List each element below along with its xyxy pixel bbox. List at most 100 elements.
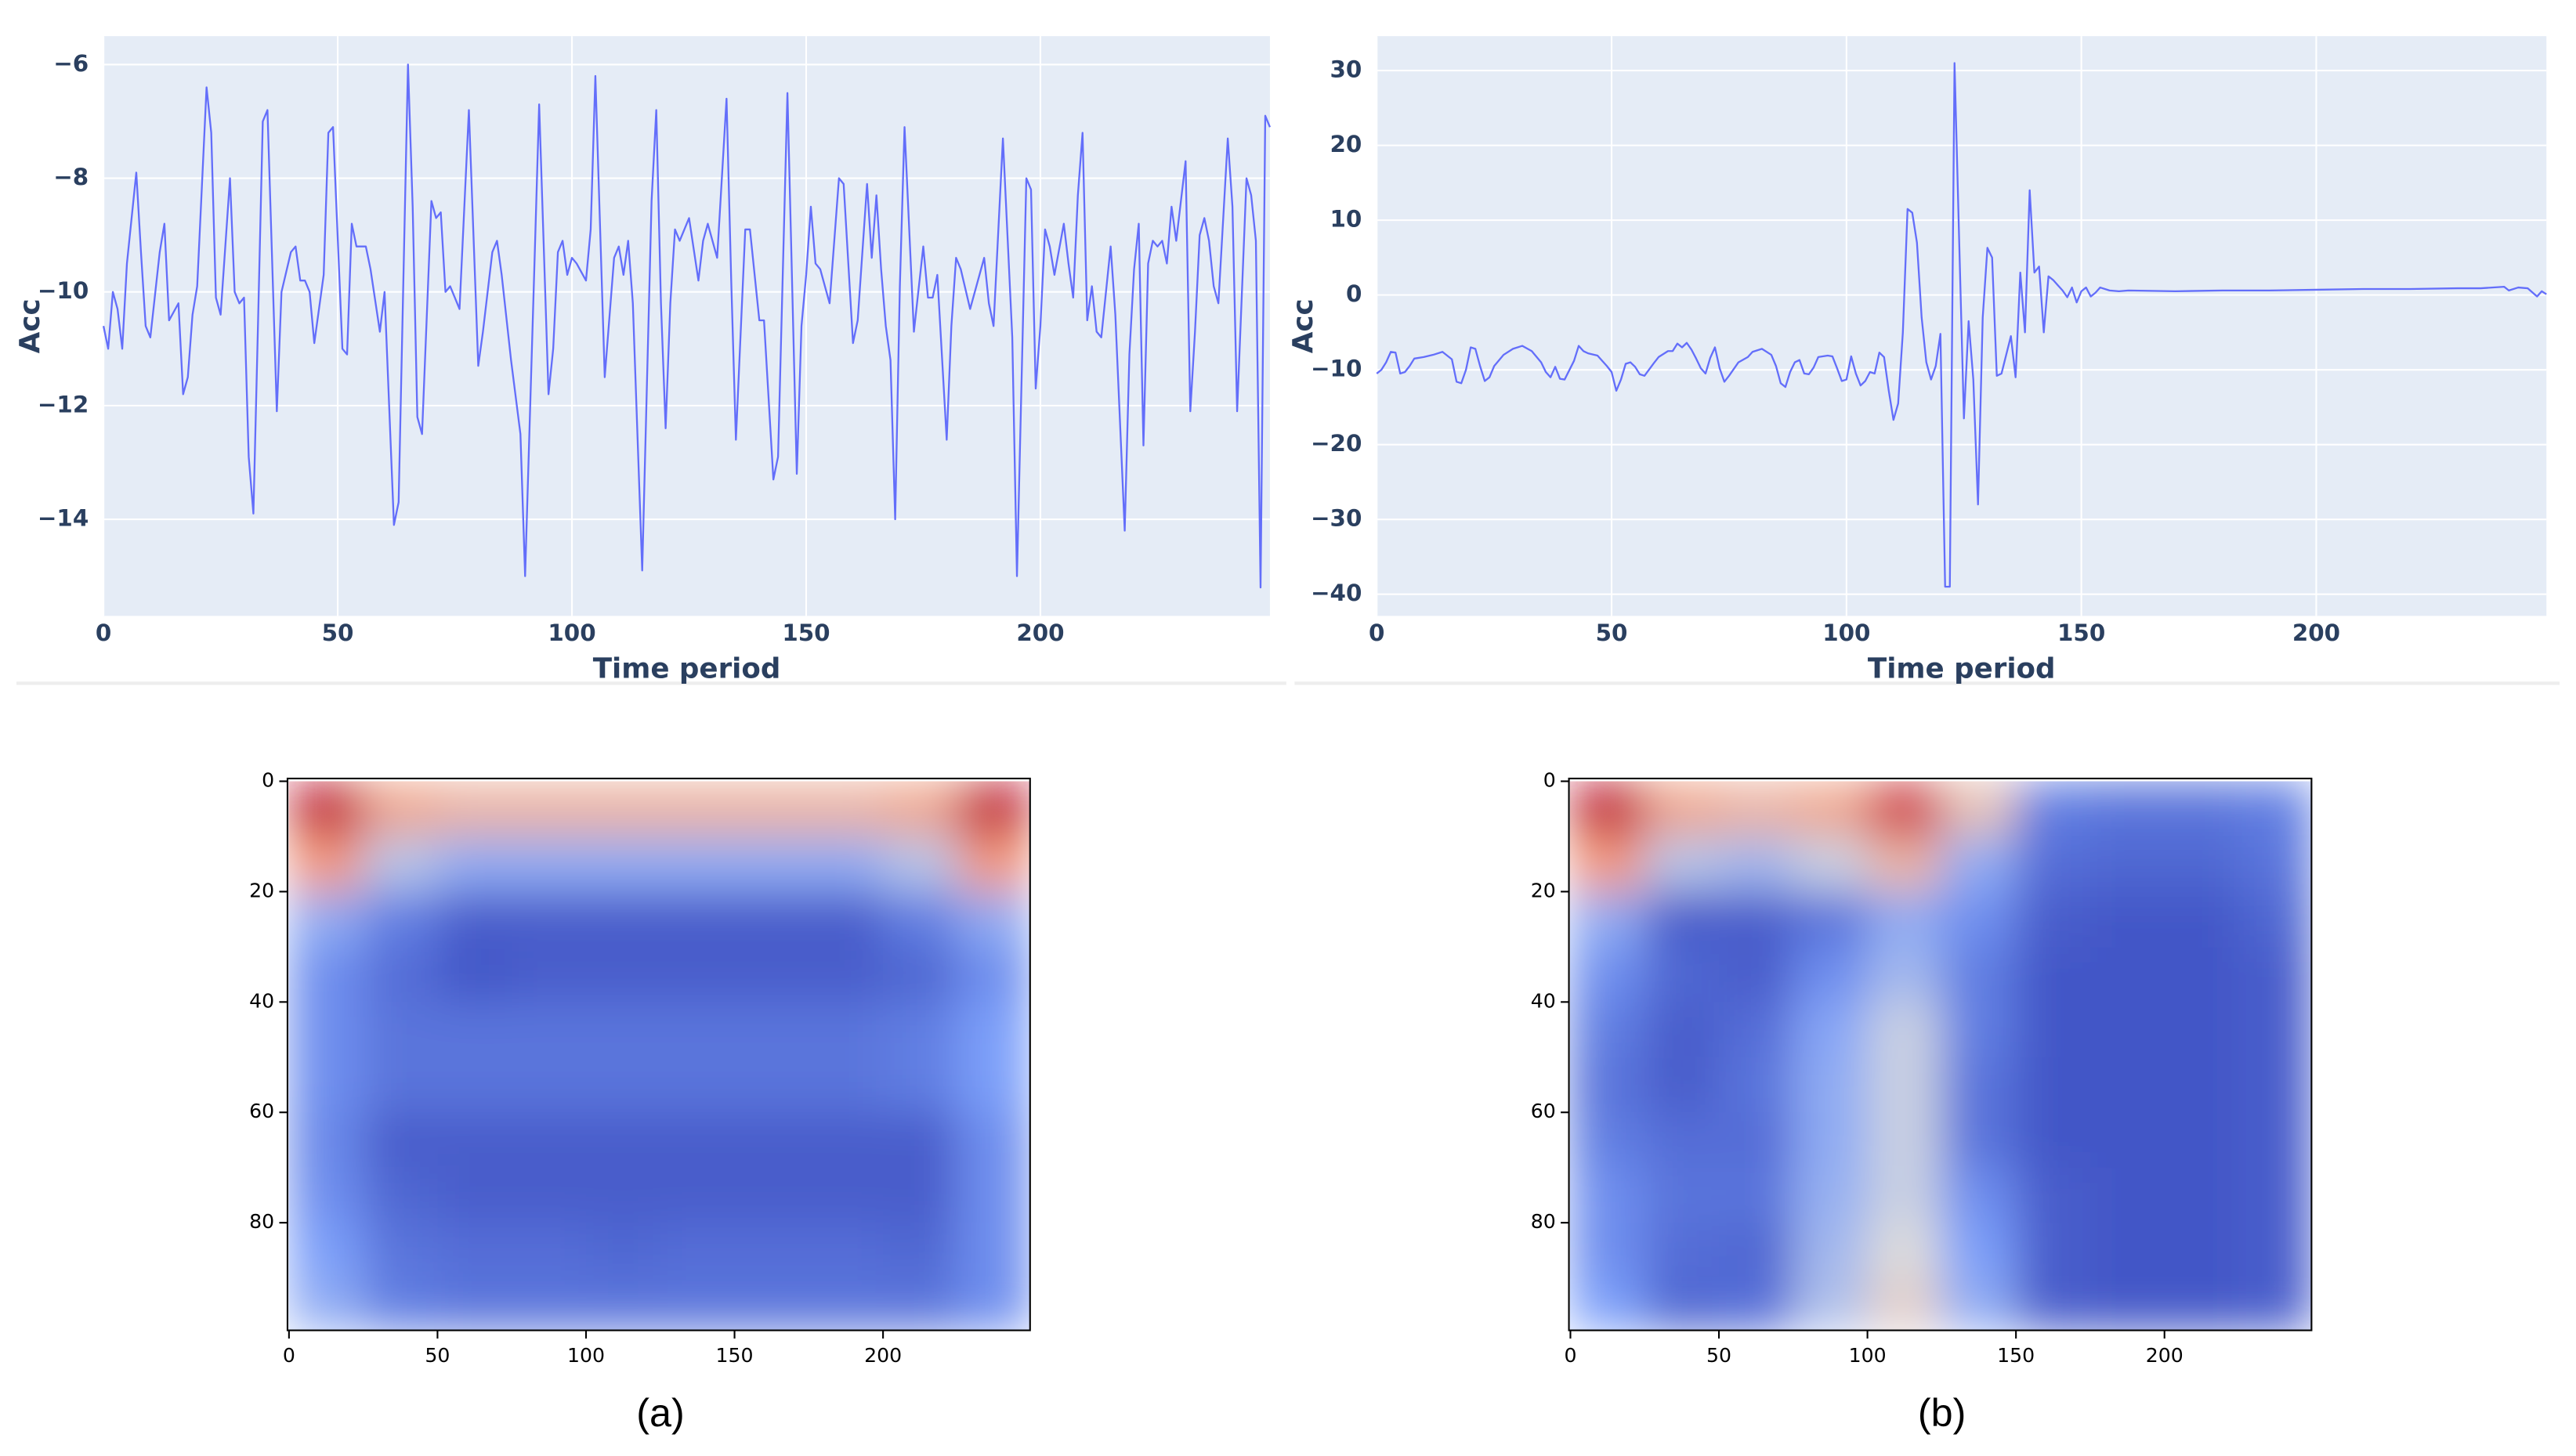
heatmap-cell bbox=[2089, 1057, 2165, 1114]
heatmap-cell bbox=[1719, 1167, 1794, 1224]
heatmap-cell bbox=[1719, 946, 1794, 1003]
heatmap-cell bbox=[1941, 781, 2017, 838]
heatmap-cell bbox=[585, 891, 661, 948]
heatmap-cell bbox=[1570, 781, 1646, 838]
heatmap-cell bbox=[288, 1002, 364, 1058]
y-tick-label: −40 bbox=[1311, 580, 1362, 606]
heatmap-cell bbox=[1793, 836, 1869, 893]
heatmap-cell bbox=[809, 891, 885, 948]
heatmap-cell bbox=[734, 1057, 810, 1114]
heatmap-cell bbox=[437, 1112, 513, 1169]
heatmap-cell bbox=[1570, 1112, 1646, 1169]
heatmap-cell bbox=[883, 1167, 958, 1224]
heatmap-cells bbox=[288, 781, 1030, 1331]
x-tick-label: 0 bbox=[283, 1344, 295, 1367]
heatmap-cell bbox=[2016, 781, 2091, 838]
heatmap-cell bbox=[2238, 1223, 2312, 1279]
y-tick-label: 10 bbox=[1330, 206, 1362, 233]
x-tick-label: 100 bbox=[567, 1344, 605, 1367]
heatmap-cell bbox=[660, 891, 736, 948]
y-tick-label: −10 bbox=[1311, 356, 1362, 382]
x-tick-label: 150 bbox=[1997, 1344, 2035, 1367]
heatmap-cell bbox=[2164, 1223, 2240, 1279]
y-tick-label: 0 bbox=[1346, 280, 1362, 307]
heatmap-cell bbox=[363, 1002, 439, 1058]
heatmap-cell bbox=[1644, 781, 1720, 838]
heatmap-cell bbox=[1719, 781, 1794, 838]
heatmap-cell bbox=[734, 1167, 810, 1224]
y-tick-label: 60 bbox=[1531, 1100, 1556, 1122]
heatmap-cell bbox=[2164, 1112, 2240, 1169]
heatmap-cell bbox=[437, 1277, 513, 1331]
heatmap-cell bbox=[809, 1112, 885, 1169]
heatmap-cell bbox=[512, 1167, 588, 1224]
heatmap-cell bbox=[1867, 1002, 1943, 1058]
heatmap-cell bbox=[288, 1277, 364, 1331]
x-tick-label: 200 bbox=[1016, 620, 1064, 646]
heatmap-cell bbox=[1644, 1223, 1720, 1279]
heatmap-cell bbox=[883, 781, 958, 838]
heatmap-cell bbox=[883, 1223, 958, 1279]
heatmap-cell bbox=[2089, 1112, 2165, 1169]
data-line bbox=[1376, 62, 2547, 588]
x-tick-label: 0 bbox=[96, 620, 111, 646]
heatmap-cell bbox=[1867, 1057, 1943, 1114]
heatmap-cell bbox=[1793, 1057, 1869, 1114]
x-tick-label: 50 bbox=[322, 620, 354, 646]
heatmap-cell bbox=[512, 1112, 588, 1169]
heatmap-cell bbox=[2164, 946, 2240, 1003]
x-tick-label: 150 bbox=[782, 620, 830, 646]
heatmap-cell bbox=[2238, 836, 2312, 893]
x-tick-label: 50 bbox=[425, 1344, 450, 1367]
heatmap-cell bbox=[512, 1002, 588, 1058]
heatmap-cell bbox=[2238, 1112, 2312, 1169]
heatmap-cell bbox=[2016, 1167, 2091, 1224]
heatmap-cell bbox=[585, 1277, 661, 1331]
heatmap-cell bbox=[1570, 946, 1646, 1003]
heatmap-cell bbox=[437, 1057, 513, 1114]
heatmap-cell bbox=[1570, 1277, 1646, 1331]
heatmap-cell bbox=[1941, 891, 2017, 948]
heatmap-cell bbox=[288, 891, 364, 948]
x-tick-label: 0 bbox=[1369, 620, 1384, 646]
x-tick-label: 150 bbox=[2057, 620, 2105, 646]
heatmap-cell bbox=[585, 946, 661, 1003]
y-tick-label: 40 bbox=[249, 989, 274, 1012]
x-tick-label: 150 bbox=[716, 1344, 754, 1367]
heatmap-cell bbox=[734, 781, 810, 838]
heatmap-cell bbox=[2016, 836, 2091, 893]
heatmap-cell bbox=[1941, 1112, 2017, 1169]
heatmap-clip bbox=[288, 781, 1030, 1331]
heatmap-cell bbox=[660, 1002, 736, 1058]
heatmap-cell bbox=[2238, 946, 2312, 1003]
heatmap-cell bbox=[1719, 1002, 1794, 1058]
heatmap-cell bbox=[1719, 1277, 1794, 1331]
x-tick-label: 100 bbox=[1822, 620, 1870, 646]
heatmap-cell bbox=[2089, 1002, 2165, 1058]
heatmap-cell bbox=[957, 1223, 1030, 1279]
heatmap-cell bbox=[1867, 1112, 1943, 1169]
heatmap-cell bbox=[437, 891, 513, 948]
heatmap-cell bbox=[1867, 891, 1943, 948]
heatmap-cell bbox=[1793, 781, 1869, 838]
heatmap-cell bbox=[957, 781, 1030, 838]
heatmap-cell bbox=[1719, 1223, 1794, 1279]
y-tick-label: 0 bbox=[1543, 769, 1556, 792]
heatmap-cell bbox=[734, 1002, 810, 1058]
heatmap-cell bbox=[1793, 1112, 1869, 1169]
x-tick-label: 0 bbox=[1564, 1344, 1576, 1367]
heatmap-cell bbox=[1644, 1112, 1720, 1169]
heatmap-cell bbox=[734, 1277, 810, 1331]
heatmap-cell bbox=[660, 1277, 736, 1331]
heatmap-cell bbox=[1719, 1057, 1794, 1114]
y-axis-title: Acc bbox=[1287, 298, 1319, 353]
heatmap-cell bbox=[809, 836, 885, 893]
heatmap-cell bbox=[2089, 836, 2165, 893]
heatmap-cell bbox=[363, 1223, 439, 1279]
heatmap-cell bbox=[2016, 1112, 2091, 1169]
heatmap-cell bbox=[2238, 1277, 2312, 1331]
heatmap-cell bbox=[512, 836, 588, 893]
heatmap-cell bbox=[957, 836, 1030, 893]
heatmap-cell bbox=[883, 1112, 958, 1169]
